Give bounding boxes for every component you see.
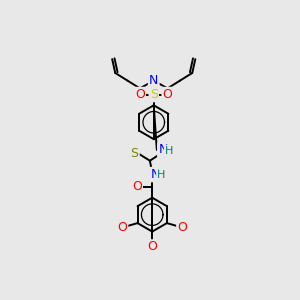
Text: O: O [163,88,172,101]
Text: O: O [147,241,157,254]
Text: O: O [135,88,145,101]
Text: H: H [165,146,173,156]
Text: N: N [158,143,168,157]
Text: H: H [157,170,166,180]
Text: O: O [177,221,187,234]
Text: N: N [149,74,158,87]
Text: S: S [150,88,158,101]
Text: N: N [151,168,160,181]
Text: O: O [132,180,142,194]
Text: S: S [130,146,139,160]
Text: O: O [117,221,127,234]
